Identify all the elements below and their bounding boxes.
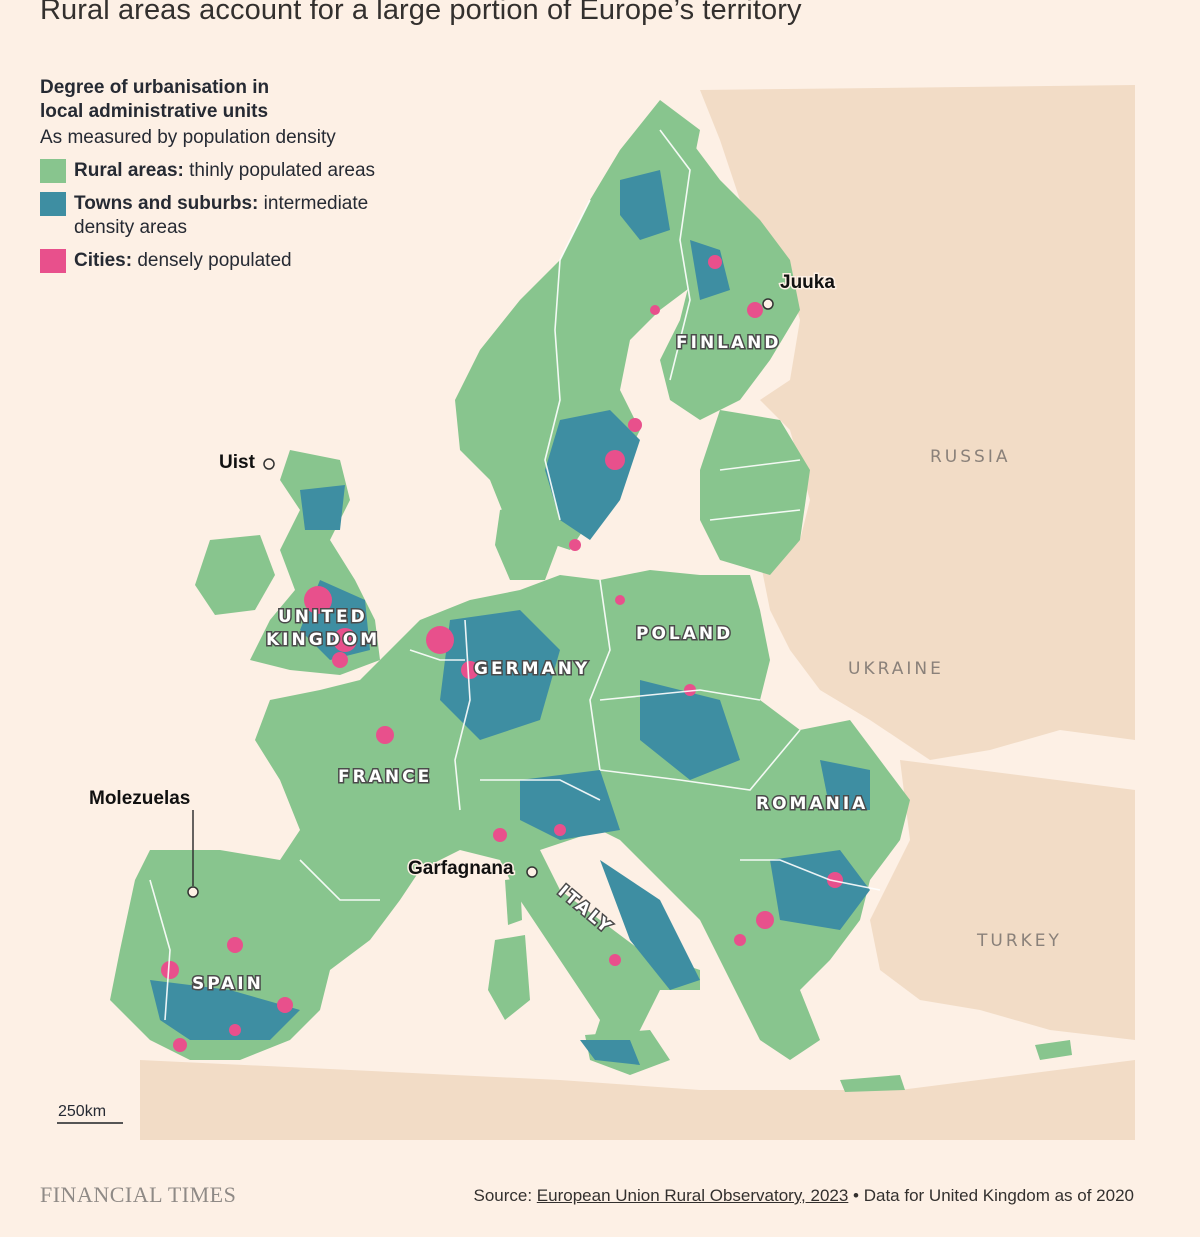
page-title: Rural areas account for a large portion … [40, 0, 802, 26]
non-eu-land [140, 85, 1135, 1140]
uk-label-line1: UNITED [278, 607, 368, 627]
country-borders [149, 129, 881, 1021]
legend-item-cities-text: Cities: densely populated [74, 250, 292, 271]
legend-heading-line1: Degree of urbanisation in [40, 77, 270, 98]
legend-item-cities: Cities: densely populated [40, 249, 440, 273]
towns-and-suburbs-areas [150, 170, 870, 1065]
uk-label-line2: KINGDOM [266, 630, 380, 650]
garfagnana-marker [526, 866, 538, 878]
molezuelas-marker [187, 886, 199, 898]
legend-item-rural: Rural areas: thinly populated areas [40, 159, 440, 183]
juuka-label: Juuka [780, 272, 835, 293]
germany-label: GERMANY [474, 659, 590, 679]
finland-label: FINLAND [676, 333, 782, 353]
legend-item-towns-text: Towns and suburbs: intermediate density … [74, 193, 369, 238]
legend-item-rural-text: Rural areas: thinly populated areas [74, 160, 376, 181]
uist-label: Uist [219, 452, 256, 473]
ft-logo: FINANCIAL TIMES [40, 1182, 237, 1207]
legend-heading-line2: local administrative units [40, 101, 269, 122]
spain-label: SPAIN [192, 974, 264, 994]
poland-label: POLAND [636, 624, 733, 644]
legend-subtitle: As measured by population density [40, 127, 336, 148]
garfagnana-label: Garfagnana [408, 858, 514, 879]
uist-marker [263, 458, 275, 470]
romania-label: ROMANIA [756, 794, 868, 814]
france-label: FRANCE [338, 767, 432, 787]
place-markers [187, 298, 774, 898]
cities-swatch [40, 249, 66, 273]
russia-label: RUSSIA [930, 447, 1010, 467]
rural-land [110, 100, 1072, 1092]
juuka-marker [762, 298, 774, 310]
molezuelas-label: Molezuelas [89, 788, 190, 809]
legend: Degree of urbanisation in local administ… [40, 76, 440, 273]
turkey-label: TURKEY [976, 931, 1062, 951]
scale-bar-label: 250km [58, 1103, 106, 1120]
ukraine-label: UKRAINE [848, 659, 944, 679]
city-areas [161, 255, 843, 1052]
source-link[interactable]: European Union Rural Observatory, 2023 [536, 1186, 849, 1205]
rural-swatch [40, 159, 66, 183]
towns-swatch [40, 192, 66, 216]
source-note: Source: European Union Rural Observatory… [473, 1186, 1134, 1205]
legend-item-towns: Towns and suburbs: intermediate density … [40, 192, 440, 240]
